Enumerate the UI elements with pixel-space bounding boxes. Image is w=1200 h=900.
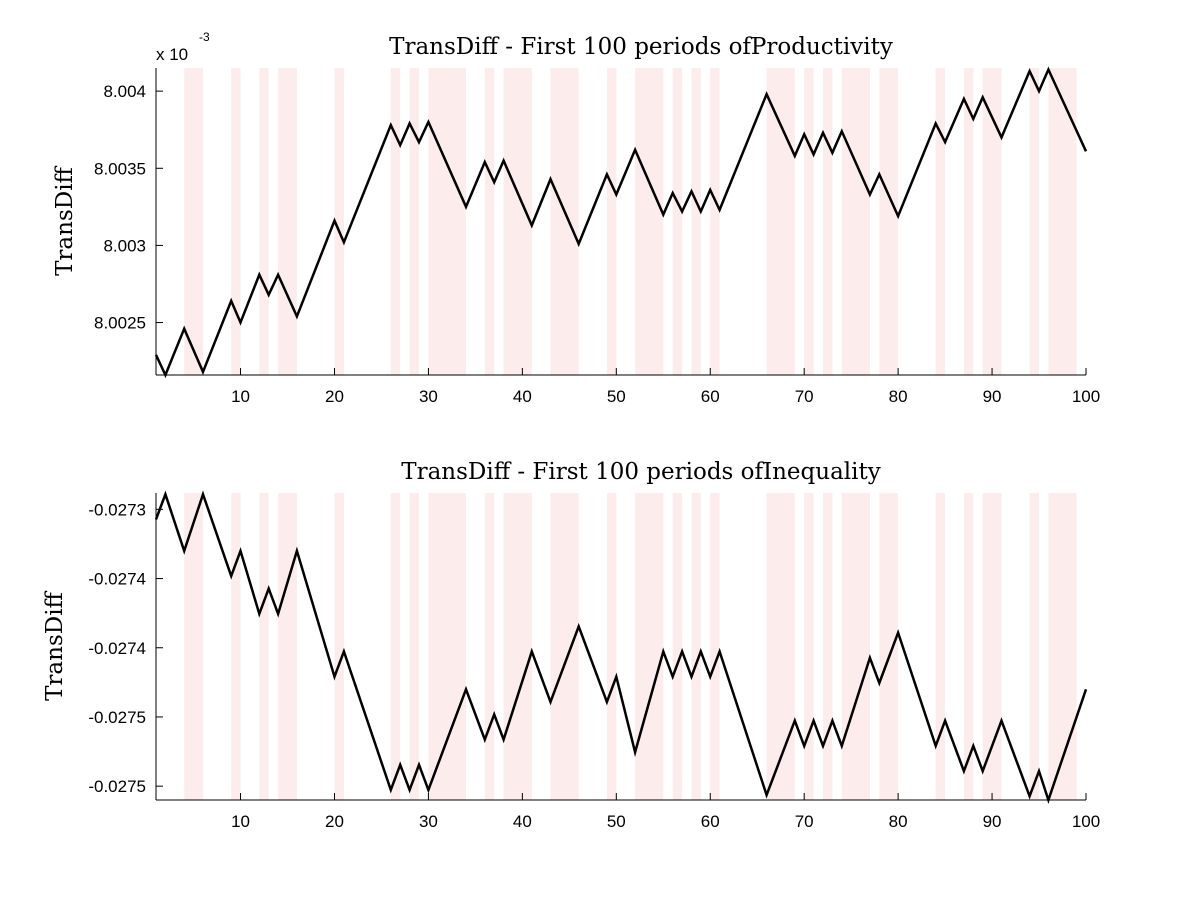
shaded-band (672, 493, 683, 800)
y-exponent-label: x 10 (156, 45, 188, 64)
x-tick-label: 50 (607, 812, 626, 831)
x-tick-label: 90 (983, 812, 1002, 831)
y-tick-label: 8.0025 (94, 314, 146, 333)
shaded-band (766, 68, 795, 375)
shaded-band (1029, 493, 1039, 800)
y-tick-label: -0.0275 (88, 777, 146, 796)
shaded-band (963, 493, 974, 800)
shaded-band (259, 493, 269, 800)
x-tick-label: 100 (1072, 812, 1100, 831)
shaded-band (390, 68, 401, 375)
shaded-band (841, 68, 870, 375)
shaded-band (879, 493, 899, 800)
shaded-band (231, 493, 241, 800)
y-tick-label: -0.0274 (88, 639, 146, 658)
shaded-band (982, 493, 1002, 800)
shaded-band (409, 68, 419, 375)
chart-title: TransDiff - First 100 periods ofProducti… (389, 34, 893, 60)
x-tick-label: 80 (889, 387, 908, 406)
chart-title: TransDiff - First 100 periods ofInequali… (401, 459, 881, 485)
shaded-band (484, 68, 495, 375)
shaded-band (1029, 68, 1039, 375)
shaded-band (935, 68, 946, 375)
shaded-band (1048, 493, 1077, 800)
shaded-band (691, 68, 701, 375)
x-tick-label: 40 (513, 812, 532, 831)
shaded-band (635, 68, 664, 375)
shaded-band (550, 68, 579, 375)
shaded-band (606, 493, 617, 800)
shaded-band (278, 493, 297, 800)
y-tick-label: -0.0274 (88, 570, 146, 589)
x-tick-label: 70 (795, 812, 814, 831)
shaded-band (710, 493, 720, 800)
x-tick-label: 10 (231, 812, 250, 831)
x-tick-label: 100 (1072, 387, 1100, 406)
y-tick-label: 8.0035 (94, 159, 146, 178)
shaded-band (841, 493, 870, 800)
x-tick-label: 20 (325, 812, 344, 831)
shaded-band (804, 493, 814, 800)
x-tick-label: 70 (795, 387, 814, 406)
shaded-band (503, 493, 532, 800)
y-axis-label: TransDiff (42, 590, 68, 700)
x-tick-label: 80 (889, 812, 908, 831)
inequality-panel: 10 20 30 40 50 60 70 80 90 100 -0.0273 -0.0274 -0.02… (42, 459, 1100, 831)
shaded-band (231, 68, 241, 375)
shaded-band (503, 68, 532, 375)
shaded-band (428, 493, 466, 800)
shaded-band (550, 493, 579, 800)
x-tick-label: 50 (607, 387, 626, 406)
shaded-band (428, 68, 466, 375)
shaded-band (672, 68, 683, 375)
shaded-band (606, 68, 617, 375)
productivity-panel: 10 20 30 40 50 60 70 80 90 100 8.0025 8.003 8.0035 8.… (52, 30, 1100, 406)
x-tick-label: 60 (701, 387, 720, 406)
shaded-band (982, 68, 1002, 375)
x-tick-label: 10 (231, 387, 250, 406)
shaded-band (334, 493, 344, 800)
shaded-band (766, 493, 795, 800)
shaded-band (184, 68, 203, 375)
x-tick-label: 90 (983, 387, 1002, 406)
shaded-band (963, 68, 974, 375)
shaded-band (278, 68, 297, 375)
shaded-band (823, 68, 833, 375)
y-tick-label: 8.003 (103, 236, 146, 255)
shaded-band (635, 493, 664, 800)
series-line (154, 490, 1088, 804)
x-tick-label: 60 (701, 812, 720, 831)
y-tick-label: -0.0273 (88, 500, 146, 519)
shaded-band (710, 68, 720, 375)
x-tick-label: 30 (419, 387, 438, 406)
shaded-band (390, 493, 401, 800)
y-tick-label: -0.0275 (88, 708, 146, 727)
shaded-band (409, 493, 419, 800)
x-tick-label: 20 (325, 387, 344, 406)
shaded-band (1048, 68, 1077, 375)
shaded-band (334, 68, 344, 375)
y-exponent-power: -3 (199, 30, 210, 44)
shaded-band (691, 493, 701, 800)
shaded-band (879, 68, 899, 375)
x-tick-label: 30 (419, 812, 438, 831)
series-line (154, 66, 1088, 379)
shaded-band (184, 493, 203, 800)
shaded-band (823, 493, 833, 800)
shaded-band (259, 68, 269, 375)
shaded-band (935, 493, 946, 800)
x-tick-label: 40 (513, 387, 532, 406)
y-tick-label: 8.004 (103, 82, 146, 101)
shaded-band (484, 493, 495, 800)
shaded-band (804, 68, 814, 375)
y-axis-label: TransDiff (52, 165, 78, 275)
